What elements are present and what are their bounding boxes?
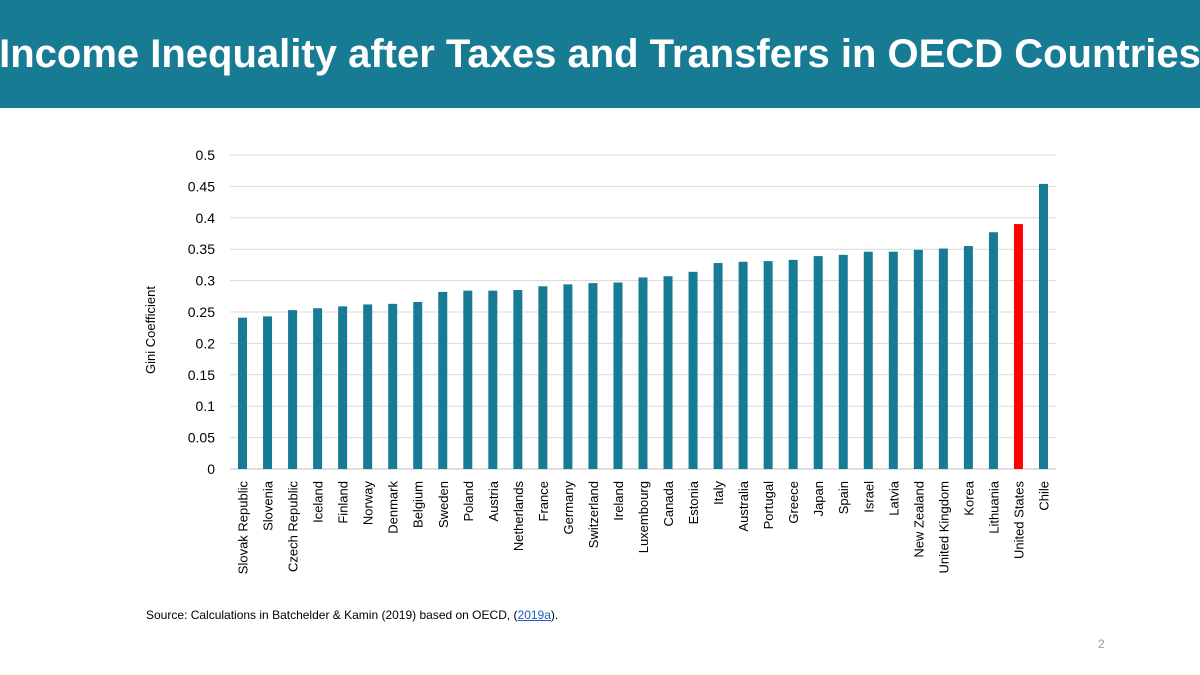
bar-australia [738,261,748,469]
bar-czech-republic [288,310,298,469]
source-note: Source: Calculations in Batchelder & Kam… [146,608,558,622]
bar-slovenia [263,316,273,469]
x-tick-label: Lithuania [986,480,1001,534]
x-tick-label: Canada [661,480,676,526]
bar-canada [663,276,673,469]
y-tick-label: 0.15 [188,367,215,383]
y-tick-label: 0.5 [196,147,216,163]
slide-title: Income Inequality after Taxes and Transf… [0,31,1200,76]
x-tick-label: New Zealand [911,481,926,558]
x-tick-label: Iceland [311,481,326,523]
bar-netherlands [513,290,523,469]
x-tick-label: Australia [736,480,751,531]
bar-germany [563,284,573,469]
bar-lithuania [988,232,998,469]
bar-sweden [438,291,448,469]
x-tick-label: Poland [461,481,476,521]
bar-austria [488,290,498,469]
bar-luxembourg [638,277,648,469]
x-tick-label: Norway [361,481,376,526]
bar-slovak-republic [238,317,248,469]
bar-iceland [313,308,323,469]
title-bar [0,0,1200,108]
bar-greece [788,259,798,469]
x-tick-label: Latvia [886,480,901,515]
y-tick-label: 0.4 [196,210,216,226]
bar-new-zealand [913,249,923,469]
y-tick-label: 0.45 [188,178,215,194]
bar-estonia [688,271,698,469]
source-suffix: ). [550,608,559,622]
bars [238,183,1048,469]
bar-chile [1038,183,1048,469]
bar-latvia [888,251,898,469]
y-tick-label: 0.1 [196,398,216,414]
x-tick-label: Belgium [411,481,426,528]
x-tick-label: Austria [486,480,501,521]
x-tick-label: Germany [561,481,576,535]
y-tick-labels: 0 0.05 0.1 0.15 0.2 0.25 0.3 0.35 0.4 0.45 0.5 [188,147,215,477]
x-tick-label: Spain [836,481,851,514]
x-tick-label: Chile [1036,481,1051,511]
x-tick-label: Italy [711,481,726,505]
page-number: 2 [1098,637,1105,651]
x-tick-label: Slovak Republic [236,481,251,575]
bar-ireland [613,282,623,469]
bar-finland [338,306,348,469]
x-tick-label: Finland [336,481,351,524]
y-tick-label: 0 [207,461,215,477]
x-tick-label: Czech Republic [286,481,301,573]
x-tick-label: Greece [786,481,801,524]
x-tick-label: Denmark [386,481,401,534]
x-tick-label: Netherlands [511,481,526,552]
y-tick-label: 0.05 [188,430,215,446]
x-tick-label: Korea [961,480,976,515]
x-tick-label: Switzerland [586,481,601,548]
bar-israel [863,251,873,469]
bar-spain [838,254,848,469]
y-tick-label: 0.25 [188,304,215,320]
x-tick-label: France [536,481,551,521]
x-tick-label: Slovenia [261,480,276,531]
bar-poland [463,290,473,469]
y-axis-label: Gini Coefficient [143,286,158,374]
x-tick-label: Portugal [761,481,776,530]
bar-united-states [1013,224,1023,469]
x-tick-label: United Kingdom [936,481,951,574]
x-tick-label: Ireland [611,481,626,521]
bar-belgium [413,301,423,469]
source-prefix: Source: Calculations in Batchelder & Kam… [146,608,518,622]
y-tick-label: 0.3 [196,273,216,289]
bar-norway [363,304,373,469]
bar-united-kingdom [938,248,948,469]
y-tick-label: 0.35 [188,241,215,257]
bar-korea [963,246,973,469]
x-tick-label: Sweden [436,481,451,528]
bar-japan [813,256,823,469]
x-tick-label: Luxembourg [636,481,651,553]
x-tick-label: United States [1011,481,1026,560]
bar-switzerland [588,283,598,469]
bar-italy [713,263,723,469]
x-tick-label: Japan [811,481,826,516]
x-tick-label: Israel [861,481,876,513]
bar-france [538,286,548,469]
bar-denmark [388,303,398,469]
bar-portugal [763,261,773,469]
source-link[interactable]: 2019a [517,608,551,622]
x-tick-labels: Slovak Republic Slovenia Czech Republic Ice… [236,480,1052,574]
y-tick-label: 0.2 [196,335,216,351]
x-tick-label: Estonia [686,480,701,524]
